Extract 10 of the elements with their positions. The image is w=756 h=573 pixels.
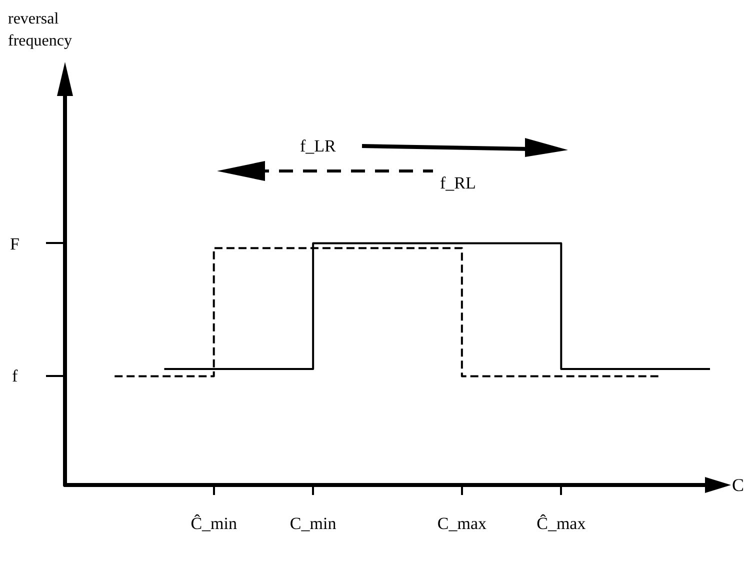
text: reversal frequency: [8, 10, 72, 50]
x-tick-label: C_min: [290, 514, 337, 533]
x-tick-label: C_max: [437, 514, 487, 533]
text: f_RL: [440, 174, 476, 192]
text: F: [10, 234, 20, 254]
x-tick-label: Ĉ_min: [190, 514, 238, 533]
text: f: [12, 366, 18, 386]
x-tick-label: Ĉ_max: [536, 514, 586, 533]
text: f_LR: [300, 136, 337, 156]
x-axis-title: C: [732, 475, 744, 495]
